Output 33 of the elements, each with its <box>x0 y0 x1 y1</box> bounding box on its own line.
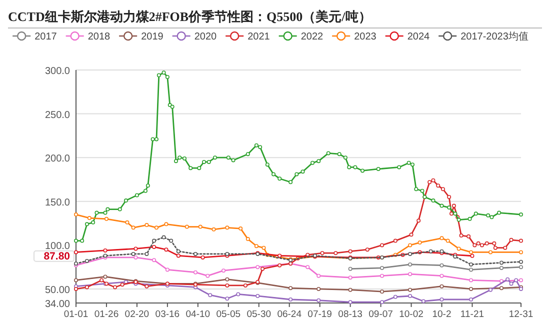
y-tick-label: 50.00 <box>44 284 70 296</box>
x-tick-label: 08-13 <box>338 309 362 320</box>
x-tick-label: 07-19 <box>308 309 332 320</box>
x-tick-label: 11-21 <box>460 309 484 320</box>
legend-label: 2024 <box>407 32 430 42</box>
legend-label: 2017-2023均值 <box>460 30 528 42</box>
x-tick-label: 01-01 <box>64 309 88 320</box>
x-tick-label: 03-16 <box>155 309 180 320</box>
x-tick-label: 10-02 <box>399 309 424 320</box>
y-tick-label: 300.0 <box>44 66 70 77</box>
x-tick-label: 10-2 <box>432 309 452 320</box>
x-tick-label: 05-05 <box>216 309 241 320</box>
x-tick-label: 05-30 <box>246 309 272 320</box>
chart-title: CCTD纽卡斯尔港动力煤2#FOB价季节性图：Q5500（美元/吨） <box>8 9 372 24</box>
x-tick-label: 09-07 <box>368 309 393 320</box>
legend-label: 2022 <box>300 32 324 42</box>
y-tick-label: 150.0 <box>44 197 70 208</box>
legend-label: 2017 <box>34 32 58 42</box>
y-tick-label: 87.80 <box>44 250 70 263</box>
legend-label: 2019 <box>141 32 164 42</box>
legend-label: 2020 <box>194 32 218 42</box>
x-tick-label: 02-20 <box>124 309 150 320</box>
y-tick-label: 34.00 <box>44 299 70 310</box>
legend-label: 2023 <box>354 32 377 42</box>
y-tick-label: 100.0 <box>44 241 70 252</box>
y-tick-label: 250.0 <box>44 110 70 121</box>
x-tick-label: 04-10 <box>186 309 210 320</box>
x-tick-label: 01-26 <box>94 309 119 320</box>
x-tick-label: 06-24 <box>277 309 302 320</box>
y-tick-label: 200.0 <box>44 154 70 165</box>
x-tick-label: 12-31 <box>508 309 534 320</box>
legend-label: 2021 <box>248 32 270 42</box>
legend-label: 2018 <box>88 32 111 42</box>
